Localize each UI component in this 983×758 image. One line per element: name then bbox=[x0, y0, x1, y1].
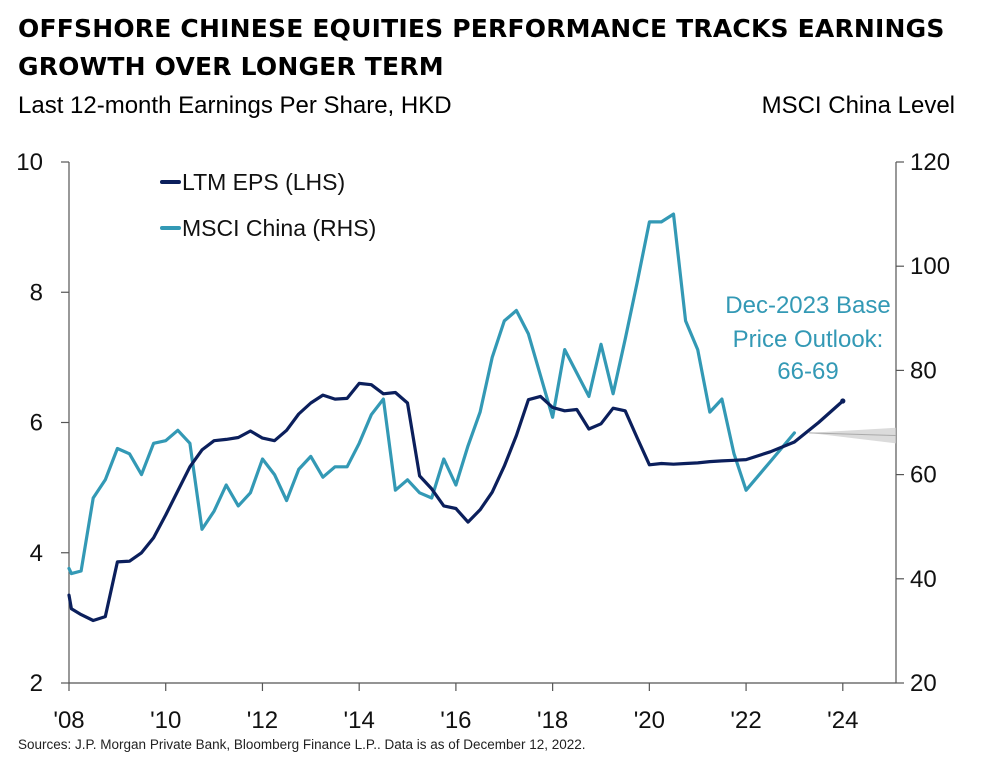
series-endpoint-eps bbox=[840, 398, 846, 404]
y-left-tick-label: 4 bbox=[30, 540, 43, 567]
annotation-line-3: 66-69 bbox=[777, 358, 838, 385]
y-right-tick-label: 100 bbox=[910, 253, 950, 280]
annotation-line-2: Price Outlook: bbox=[733, 326, 884, 353]
y-right-tick-label: 80 bbox=[910, 357, 937, 384]
x-tick-label: '12 bbox=[247, 707, 278, 734]
y-right-tick-label: 20 bbox=[910, 670, 937, 697]
x-tick-label: '18 bbox=[537, 707, 568, 734]
y-axis-left-label: Last 12-month Earnings Per Share, HKD bbox=[18, 92, 452, 119]
y-left-tick-label: 8 bbox=[30, 279, 43, 306]
chart-title-line-2: GROWTH OVER LONGER TERM bbox=[18, 52, 444, 81]
annotation-line-1: Dec-2023 Base bbox=[725, 292, 890, 319]
y-axis-right-label: MSCI China Level bbox=[761, 92, 955, 119]
y-right-tick-label: 120 bbox=[910, 149, 950, 176]
chart-title-line-1: OFFSHORE CHINESE EQUITIES PERFORMANCE TR… bbox=[18, 14, 945, 43]
forecast-band-midline bbox=[808, 432, 897, 437]
source-note: Sources: J.P. Morgan Private Bank, Bloom… bbox=[18, 737, 586, 752]
forecast-band bbox=[808, 427, 896, 444]
y-right-tick-label: 60 bbox=[910, 462, 937, 489]
series-line-msci bbox=[67, 212, 797, 576]
x-tick-label: '14 bbox=[344, 707, 375, 734]
series-line-eps bbox=[67, 381, 845, 623]
legend-label-eps: LTM EPS (LHS) bbox=[182, 169, 345, 195]
legend-label-msci: MSCI China (RHS) bbox=[182, 215, 376, 241]
y-left-tick-label: 6 bbox=[30, 410, 43, 437]
y-left-tick-label: 10 bbox=[16, 149, 43, 176]
chart-title: OFFSHORE CHINESE EQUITIES PERFORMANCE TR… bbox=[18, 10, 968, 86]
x-tick-label: '08 bbox=[53, 707, 84, 734]
x-tick-label: '10 bbox=[150, 707, 181, 734]
x-tick-label: '20 bbox=[634, 707, 665, 734]
x-tick-label: '22 bbox=[730, 707, 761, 734]
x-tick-label: '24 bbox=[827, 707, 858, 734]
y-left-tick-label: 2 bbox=[30, 670, 43, 697]
y-right-tick-label: 40 bbox=[910, 566, 937, 593]
x-tick-label: '16 bbox=[440, 707, 471, 734]
